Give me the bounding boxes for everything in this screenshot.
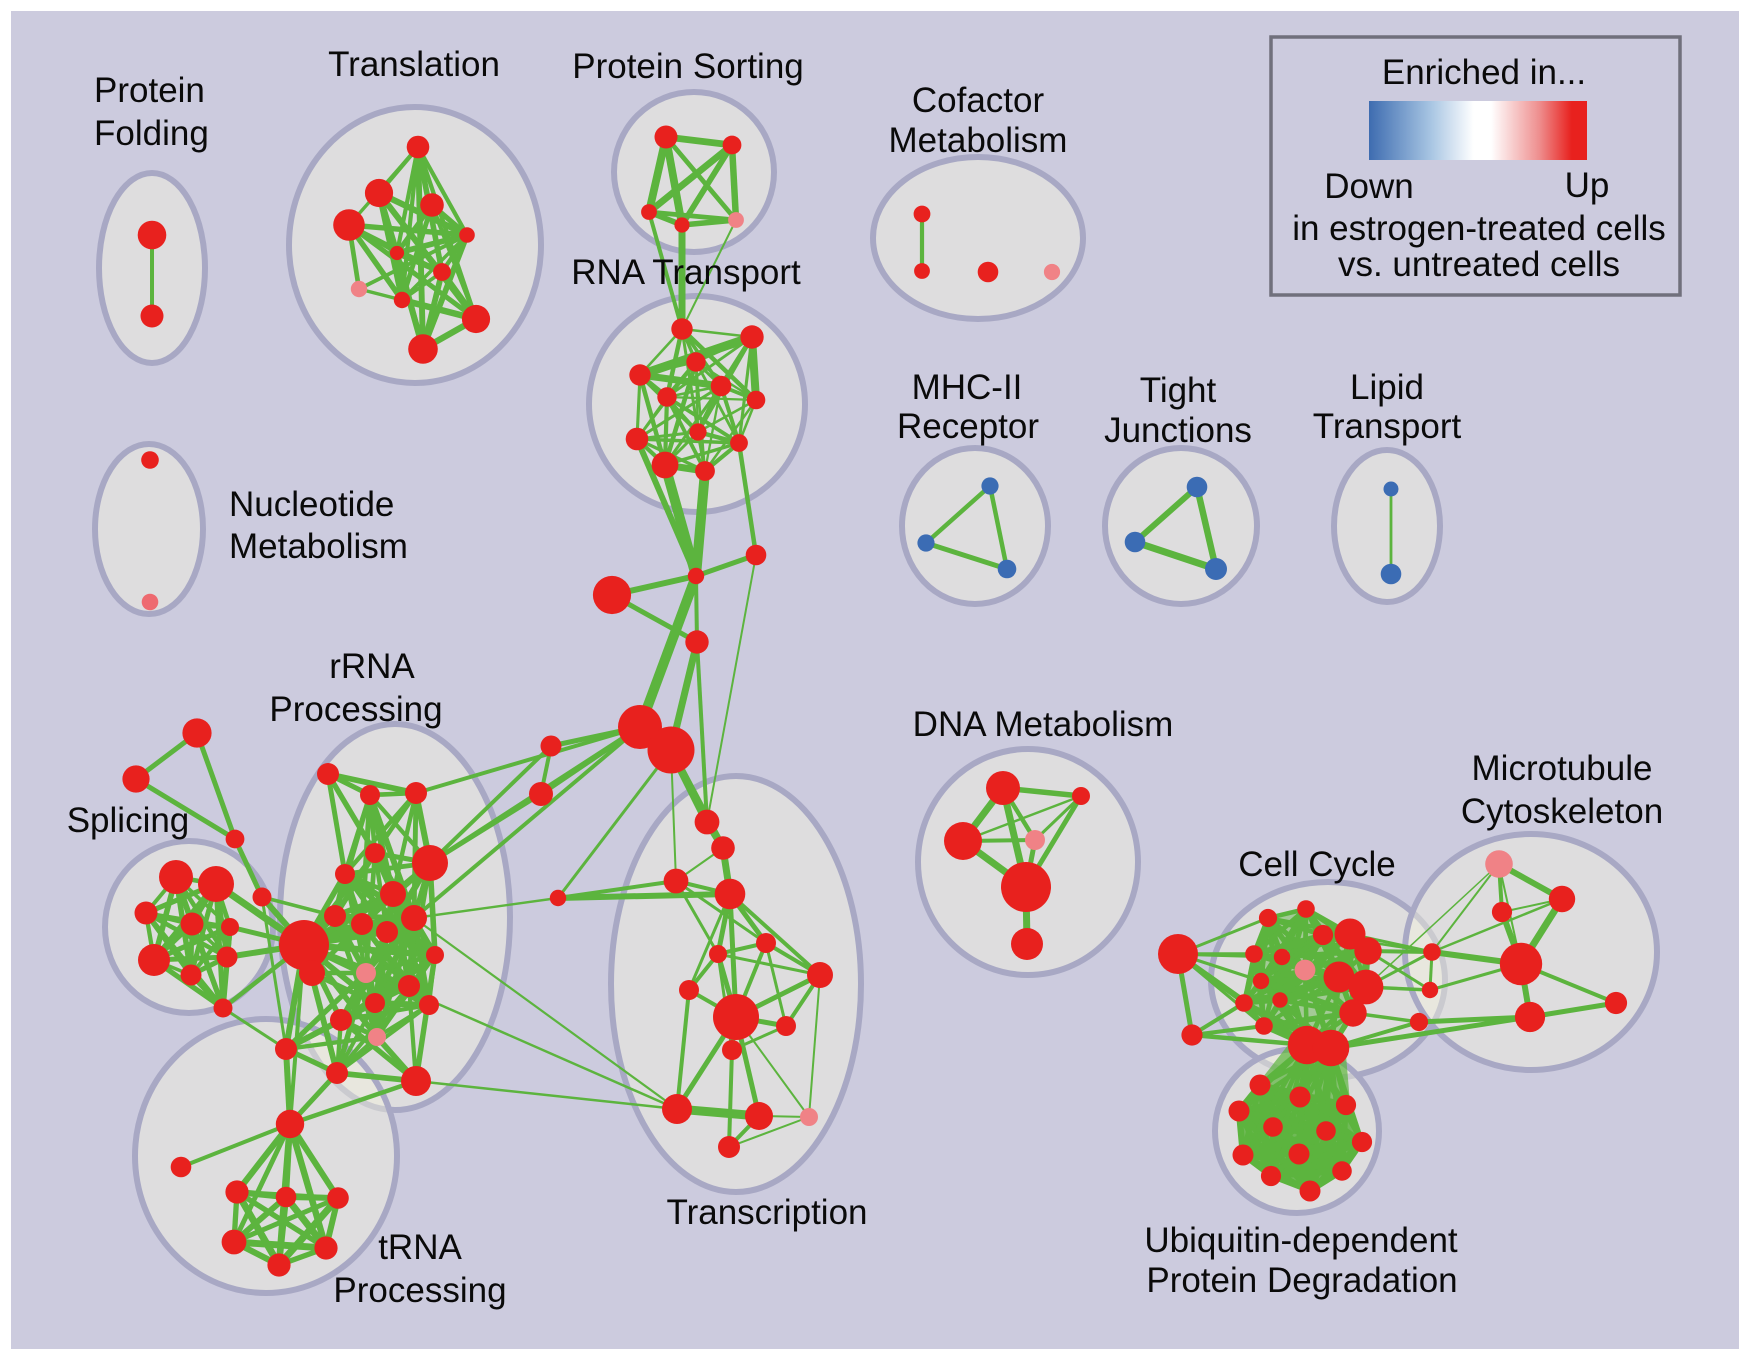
svg-text:Protein Degradation: Protein Degradation	[1146, 1261, 1457, 1300]
svg-text:Protein: Protein	[94, 71, 205, 110]
svg-text:Transcription: Transcription	[667, 1193, 868, 1232]
svg-text:Cofactor: Cofactor	[912, 81, 1045, 120]
svg-text:DNA Metabolism: DNA Metabolism	[913, 705, 1174, 744]
svg-text:Metabolism: Metabolism	[229, 527, 408, 566]
svg-text:Cell Cycle: Cell Cycle	[1238, 845, 1396, 884]
svg-text:Tight: Tight	[1140, 371, 1217, 410]
svg-text:Microtubule: Microtubule	[1472, 749, 1653, 788]
svg-text:Junctions: Junctions	[1104, 411, 1252, 450]
svg-text:RNA Transport: RNA Transport	[571, 253, 801, 292]
svg-text:Folding: Folding	[94, 114, 209, 153]
svg-text:tRNA: tRNA	[378, 1228, 462, 1267]
svg-text:Transport: Transport	[1313, 407, 1462, 446]
svg-text:Receptor: Receptor	[897, 407, 1039, 446]
svg-text:Nucleotide: Nucleotide	[229, 485, 394, 524]
svg-text:Up: Up	[1565, 166, 1610, 205]
svg-text:in estrogen-treated cells: in estrogen-treated cells	[1292, 209, 1666, 248]
svg-text:Cytoskeleton: Cytoskeleton	[1461, 792, 1663, 831]
svg-text:Processing: Processing	[333, 1271, 506, 1310]
svg-text:Enriched in...: Enriched in...	[1382, 53, 1586, 92]
svg-text:Down: Down	[1324, 167, 1413, 206]
svg-text:Protein Sorting: Protein Sorting	[572, 47, 804, 86]
svg-text:rRNA: rRNA	[329, 647, 415, 686]
svg-text:vs. untreated cells: vs. untreated cells	[1338, 245, 1620, 284]
svg-text:Ubiquitin-dependent: Ubiquitin-dependent	[1144, 1221, 1458, 1260]
svg-text:Translation: Translation	[328, 45, 500, 84]
svg-text:MHC-II: MHC-II	[912, 368, 1023, 407]
svg-text:Metabolism: Metabolism	[889, 121, 1068, 160]
svg-text:Splicing: Splicing	[67, 801, 190, 840]
svg-text:Lipid: Lipid	[1350, 368, 1424, 407]
svg-text:Processing: Processing	[269, 690, 442, 729]
